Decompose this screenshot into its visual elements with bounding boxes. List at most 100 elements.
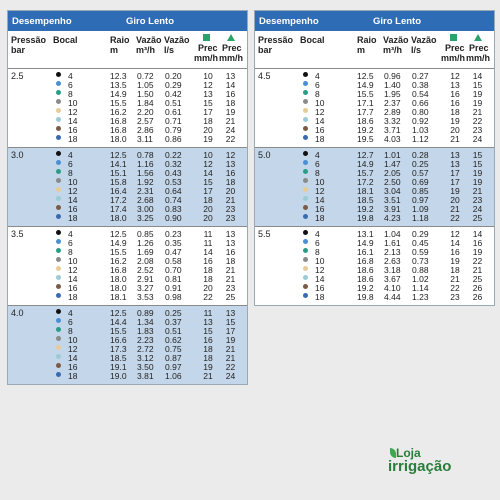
flow-m3h-value: 1.56 (137, 168, 154, 178)
table-title-bar: Desempenho Giro Lento (8, 11, 247, 31)
prec-triangle-value: 24 (472, 204, 483, 214)
table-row: 16 19.2 4.10 1.14 22 26 (255, 284, 494, 293)
prec-triangle-value: 24 (472, 134, 483, 144)
flow-ls-value: 0.35 (165, 238, 182, 248)
nozzle-color-dot (303, 239, 308, 244)
table-row: 8 15.5 1.83 0.51 15 17 (8, 327, 247, 336)
prec-triangle-value: 19 (472, 89, 483, 99)
flow-ls-value: 0.66 (412, 98, 429, 108)
flow-m3h-value: 2.37 (384, 98, 401, 108)
flow-m3h-value: 2.89 (384, 107, 401, 117)
flow-ls-value: 0.28 (412, 150, 429, 160)
nozzle-color-dot (56, 117, 61, 122)
nozzle-size: 12 (68, 265, 78, 275)
nozzle-color-dot (56, 363, 61, 368)
nozzle-size: 8 (68, 326, 73, 336)
prec-square-value: 11 (203, 238, 213, 248)
nozzle-color-dot (56, 318, 61, 323)
prec-triangle-value: 19 (225, 335, 236, 345)
table-row: 18 18.0 3.11 0.86 19 22 (8, 135, 247, 144)
prec-triangle-value: 13 (225, 308, 236, 318)
header-flow-ls-unit: l/s (411, 45, 422, 55)
radius-value: 13.1 (357, 229, 374, 239)
prec-triangle-value: 20 (225, 186, 236, 196)
prec-square-value: 22 (450, 213, 460, 223)
pressure-value: 5.0 (258, 150, 271, 160)
radius-value: 13.5 (110, 80, 127, 90)
flow-ls-value: 0.79 (165, 125, 182, 135)
pressure-value: 2.5 (11, 71, 24, 81)
flow-m3h-value: 1.04 (384, 229, 401, 239)
nozzle-color-dot (303, 248, 308, 253)
flow-m3h-value: 4.10 (384, 283, 401, 293)
title-slow-rotation: Giro Lento (373, 16, 422, 27)
nozzle-size: 6 (68, 317, 73, 327)
flow-m3h-value: 2.57 (137, 116, 154, 126)
flow-ls-value: 1.09 (412, 204, 429, 214)
nozzle-size: 8 (315, 89, 320, 99)
flow-ls-value: 0.22 (165, 150, 182, 160)
nozzle-size: 4 (68, 229, 73, 239)
flow-m3h-value: 0.78 (137, 150, 154, 160)
prec-triangle-value: 19 (472, 168, 483, 178)
prec-triangle-value: 13 (225, 229, 236, 239)
nozzle-color-dot (56, 126, 61, 131)
loja-irrigacao-logo: Loja irrigação (388, 446, 498, 484)
header-radius: Raio (110, 35, 130, 45)
prec-square-value: 13 (203, 317, 213, 327)
prec-triangle-value: 14 (472, 71, 483, 81)
prec-square-value: 19 (203, 362, 213, 372)
prec-square-value: 11 (203, 229, 213, 239)
radius-value: 19.2 (357, 204, 374, 214)
flow-m3h-value: 1.84 (137, 98, 154, 108)
radius-value: 18.1 (110, 292, 127, 302)
prec-square-value: 18 (450, 265, 460, 275)
flow-m3h-value: 2.08 (137, 256, 154, 266)
table-row: 14 18.0 2.91 0.81 18 21 (8, 275, 247, 284)
table-row: 12 17.7 2.89 0.80 18 21 (255, 108, 494, 117)
title-slow-rotation: Giro Lento (126, 16, 175, 27)
flow-m3h-value: 4.03 (384, 134, 401, 144)
prec-square-value: 14 (203, 247, 213, 257)
prec-square-value: 13 (203, 89, 213, 99)
flow-ls-value: 0.58 (165, 256, 182, 266)
radius-value: 18.0 (110, 283, 127, 293)
nozzle-color-dot (56, 354, 61, 359)
nozzle-size: 10 (315, 98, 325, 108)
nozzle-size: 14 (68, 353, 78, 363)
nozzle-color-dot (56, 239, 61, 244)
prec-triangle-value: 23 (225, 283, 236, 293)
table-row: 14 16.8 2.57 0.71 18 21 (8, 117, 247, 126)
table-row: 4 12.3 0.72 0.20 10 13 (8, 72, 247, 81)
flow-ls-value: 1.18 (412, 213, 429, 223)
prec-square-value: 13 (450, 80, 460, 90)
radius-value: 14.9 (357, 238, 374, 248)
title-performance: Desempenho (259, 16, 319, 27)
nozzle-color-dot (56, 205, 61, 210)
flow-ls-value: 1.12 (412, 134, 429, 144)
radius-value: 15.5 (357, 89, 374, 99)
radius-value: 16.4 (110, 186, 127, 196)
flow-ls-value: 0.80 (412, 107, 429, 117)
header-prec-square: Prec (198, 43, 218, 53)
flow-ls-value: 0.98 (165, 292, 182, 302)
flow-ls-value: 0.51 (165, 326, 182, 336)
table-row: 16 19.2 3.71 1.03 20 23 (255, 126, 494, 135)
nozzle-size: 6 (68, 80, 73, 90)
nozzle-color-dot (303, 187, 308, 192)
table-row: 12 16.8 2.52 0.70 18 21 (8, 266, 247, 275)
radius-value: 19.1 (110, 362, 127, 372)
nozzle-size: 4 (315, 71, 320, 81)
performance-table-right: Desempenho Giro Lento Pressão bar Bocal … (254, 10, 495, 306)
nozzle-size: 6 (315, 159, 320, 169)
performance-table-left: Desempenho Giro Lento Pressão bar Bocal … (7, 10, 248, 385)
table-row: 6 13.5 1.05 0.29 12 14 (8, 81, 247, 90)
nozzle-color-dot (56, 293, 61, 298)
header-prec-triangle: Prec (469, 43, 489, 53)
flow-m3h-value: 3.00 (137, 204, 154, 214)
radius-value: 16.8 (110, 265, 127, 275)
nozzle-size: 4 (68, 308, 73, 318)
flow-ls-value: 0.45 (412, 238, 429, 248)
flow-m3h-value: 0.96 (384, 71, 401, 81)
radius-value: 17.3 (110, 344, 127, 354)
